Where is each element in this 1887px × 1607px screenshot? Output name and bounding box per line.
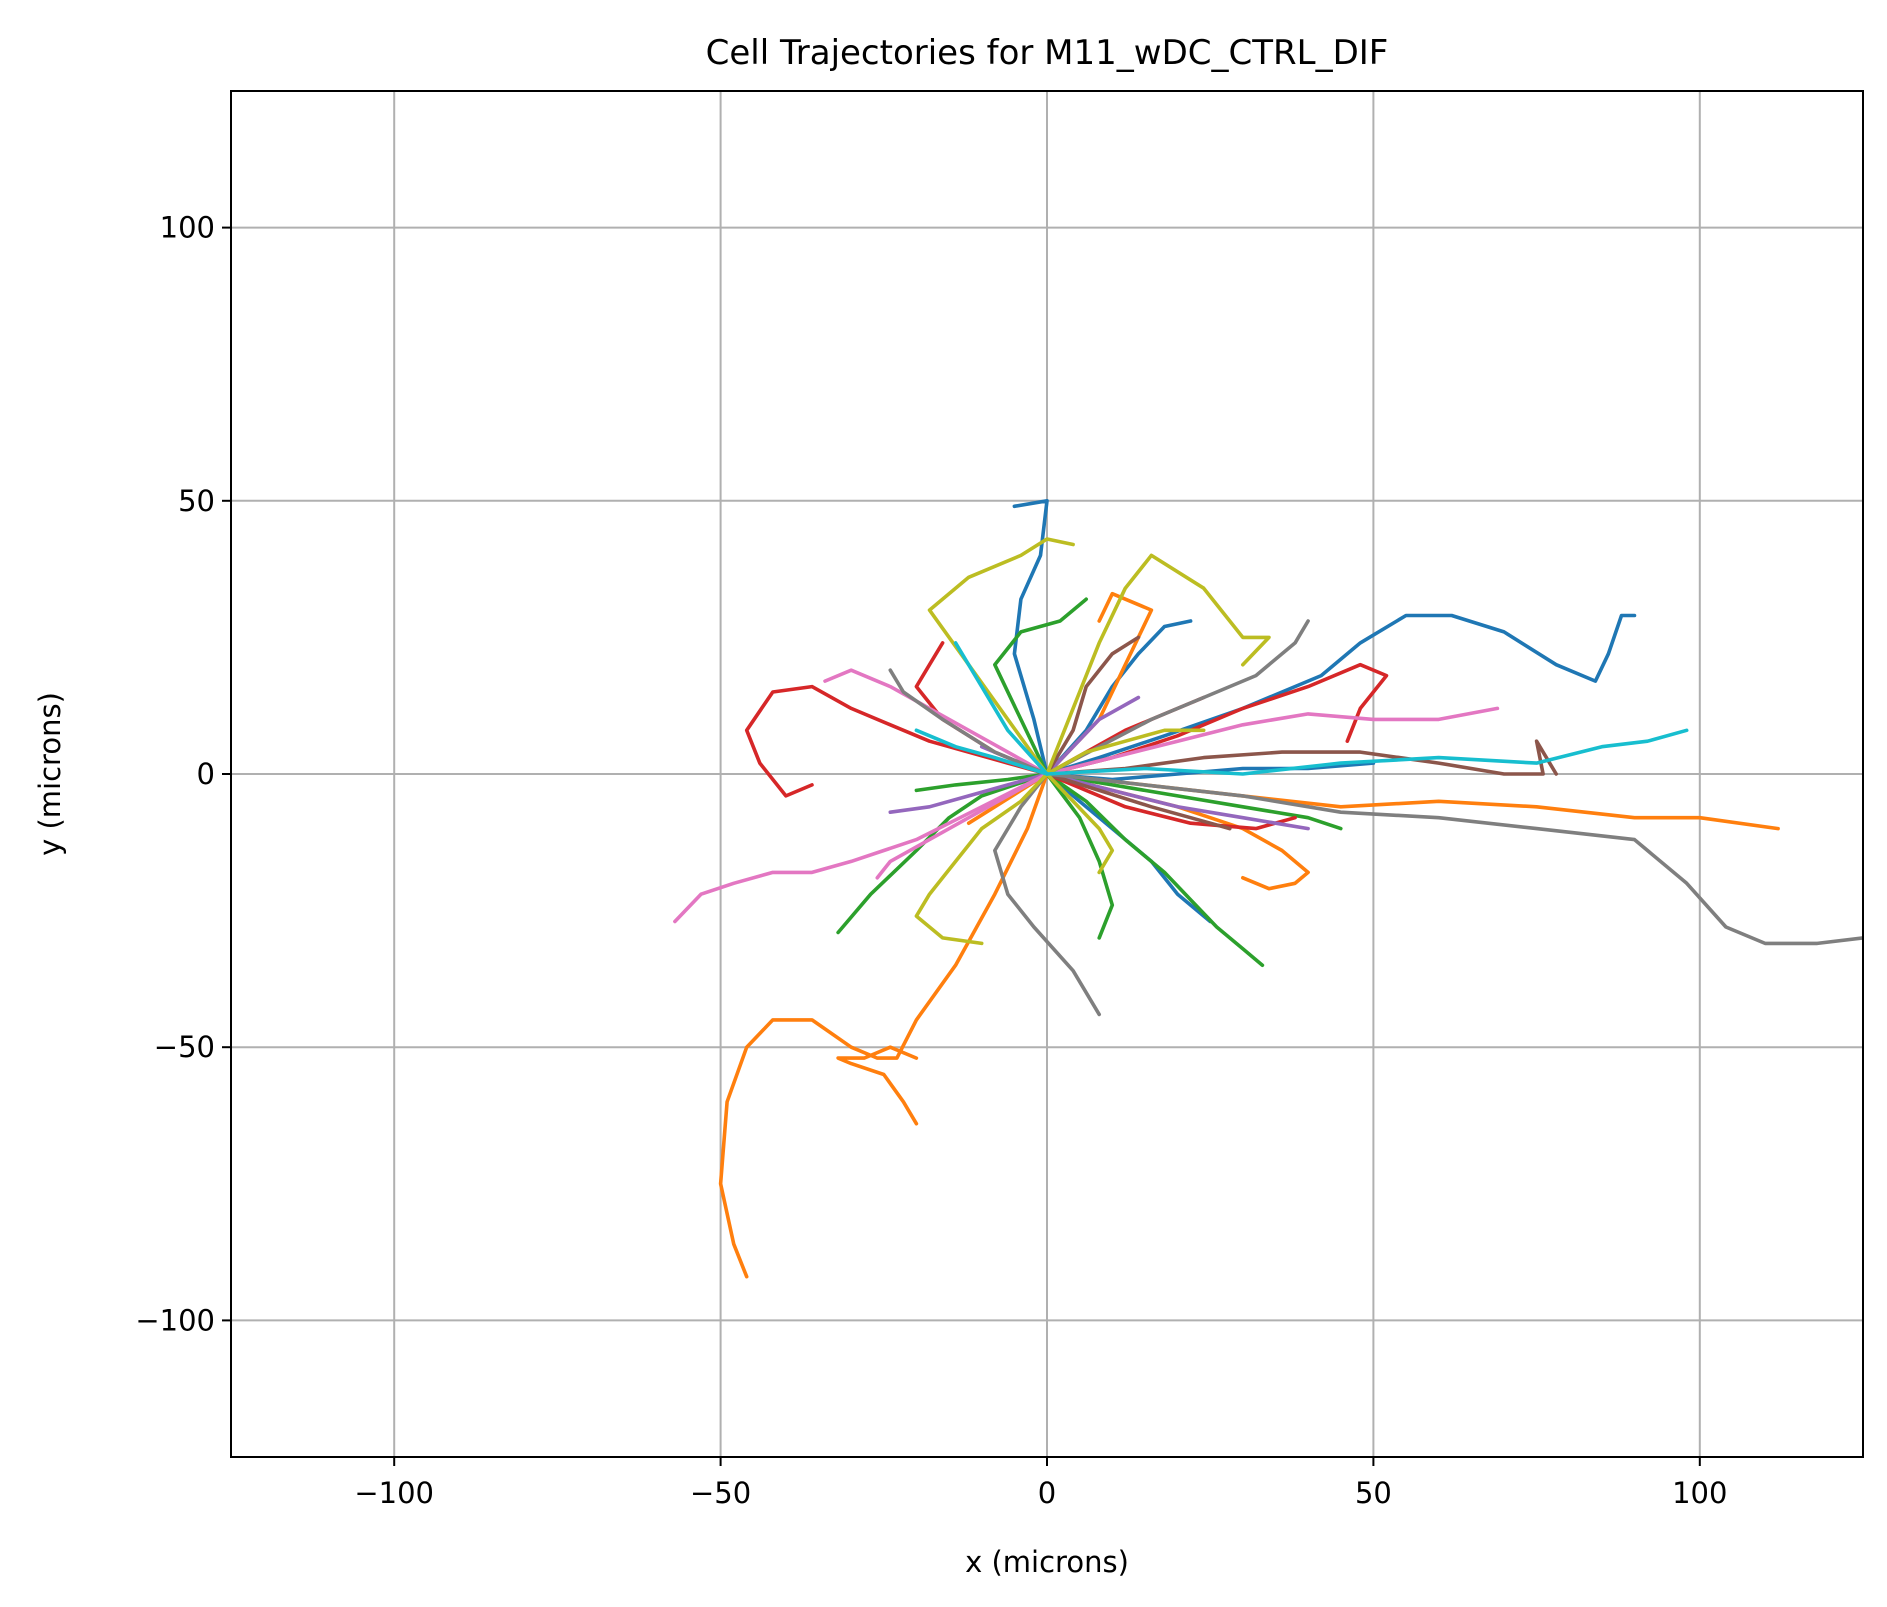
- trajectory-line: [927, 537, 1075, 776]
- trajectory-line: [1045, 772, 1115, 940]
- chart-title: Cell Trajectories for M11_wDC_CTRL_DIF: [706, 33, 1389, 73]
- trajectory-line: [1045, 706, 1500, 776]
- trajectory-line: [1045, 772, 1863, 946]
- x-tick-label: 0: [1038, 1476, 1056, 1510]
- y-tick-label: 50: [178, 484, 215, 518]
- y-tick-label: −100: [135, 1303, 215, 1337]
- y-tick-label: −50: [154, 1030, 215, 1064]
- trajectory-line: [875, 772, 1049, 880]
- trajectory-line: [1045, 772, 1115, 875]
- trajectory-line: [1045, 772, 1232, 831]
- trajectory-line: [1045, 772, 1297, 831]
- trajectory-line: [1045, 695, 1141, 776]
- axis-ticks: −100 −50 0 50 100 100 50 0 −50 −100: [135, 211, 1727, 1510]
- trajectory-line: [1045, 553, 1271, 776]
- trajectory-line: [953, 641, 1049, 776]
- trajectory-line: [673, 772, 1049, 924]
- trajectory-line: [914, 772, 1049, 946]
- trajectory-line: [992, 772, 1101, 1017]
- trajectory-line: [1045, 728, 1206, 776]
- trajectory-line: [1045, 772, 1310, 831]
- x-tick-label: −100: [354, 1476, 434, 1510]
- trajectory-line: [1012, 498, 1049, 776]
- trajectory-line: [888, 772, 1049, 815]
- trajectory-line: [1045, 635, 1141, 776]
- trajectory-line: [718, 772, 1049, 1279]
- y-tick-label: 100: [160, 211, 215, 245]
- x-tick-label: 50: [1355, 1476, 1392, 1510]
- trajectory-line: [914, 728, 1049, 776]
- x-axis-label: x (microns): [965, 1545, 1129, 1579]
- trajectory-line: [1045, 739, 1558, 776]
- trajectory-line: [1045, 728, 1689, 776]
- x-tick-label: −50: [690, 1476, 751, 1510]
- trajectory-line: [914, 772, 1049, 793]
- trajectory-series: [673, 498, 1863, 1279]
- trajectory-line: [836, 1045, 919, 1126]
- trajectory-line: [1045, 772, 1343, 831]
- trajectory-line: [1045, 772, 1265, 968]
- y-axis-label: y (microns): [33, 692, 67, 856]
- y-tick-label: 0: [197, 757, 215, 791]
- trajectory-line: [992, 597, 1088, 776]
- trajectory-line: [888, 668, 1049, 776]
- x-tick-label: 100: [1672, 1476, 1727, 1510]
